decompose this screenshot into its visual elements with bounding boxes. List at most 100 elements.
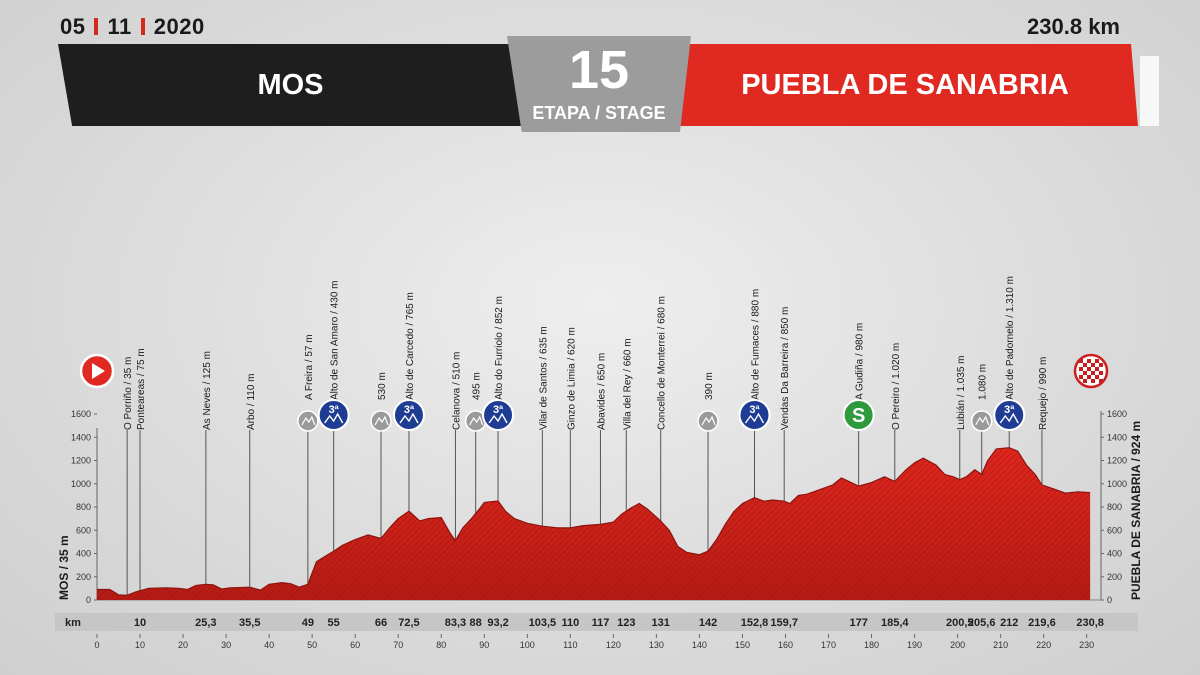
waypoint-km-label: 25,3 [195, 617, 216, 629]
mountain-icon [701, 415, 716, 426]
banner-edge [1140, 56, 1159, 126]
waypoint-label: A Freira / 57 m [304, 334, 315, 400]
waypoint-label: 495 m [472, 372, 483, 400]
y-tick-label-right: 0 [1107, 595, 1112, 605]
x-tick-label: 70 [393, 640, 403, 650]
stage-label: ETAPA / STAGE [532, 103, 666, 123]
waypoint-label: Alto de Padornelo / 1.310 m [1005, 276, 1016, 400]
ascent-icon [970, 410, 993, 432]
ascent-icon [370, 410, 392, 432]
waypoint-km-label: 117 [592, 617, 610, 629]
checker-square [1099, 379, 1103, 383]
waypoint-label: Alto de Fumaces / 880 m [751, 289, 762, 400]
x-tick-label: 190 [907, 640, 922, 650]
y-tick-label-left: 1000 [71, 479, 91, 489]
date-separator [94, 18, 99, 35]
climb-icon-circle [392, 399, 425, 431]
climb-category-label: 3ª [493, 404, 504, 416]
waypoint-label: Arbo / 110 m [246, 373, 257, 430]
profile-outline [96, 447, 1091, 597]
climb-category-label: 3ª [329, 404, 340, 416]
x-tick-label: 0 [94, 640, 99, 650]
waypoint-label: Vilar de Santos / 635 m [538, 326, 549, 430]
checker-square [1087, 375, 1091, 379]
profile-texture [97, 447, 1091, 600]
checker-square [1083, 379, 1087, 383]
climb-icon-circle [993, 399, 1026, 431]
waypoint-km-label: 159,7 [770, 617, 798, 629]
climb-cat3-icon: 3ª [993, 399, 1026, 431]
waypoint-km-label: 103,5 [529, 617, 557, 629]
y-tick-label-left: 600 [76, 525, 91, 535]
waypoint-km-label: 142 [699, 617, 717, 629]
mountain-icon [399, 412, 419, 424]
waypoint-km-label: 205,6 [968, 617, 996, 629]
x-tick-label: 30 [221, 640, 231, 650]
y-tick-label-right: 1400 [1107, 432, 1127, 442]
checker-square [1079, 359, 1083, 363]
climb-cat3-icon: 3ª [738, 399, 771, 431]
finish-banner [672, 44, 1138, 126]
finish-flag-icon [1073, 353, 1109, 389]
checker-square [1083, 371, 1087, 375]
checker-square [1091, 379, 1095, 383]
climb-cat3-icon: 3ª [392, 399, 425, 431]
x-tick-label: 140 [692, 640, 707, 650]
waypoint-label: 390 m [704, 372, 715, 400]
x-tick-label: 20 [178, 640, 188, 650]
date-day: 05 [60, 14, 86, 39]
checker-square [1091, 371, 1095, 375]
start-play-icon [79, 353, 115, 389]
stage-distance: 230.8 km [1027, 14, 1120, 39]
y-tick-label-right: 200 [1107, 572, 1122, 582]
mountain-icon [324, 412, 344, 424]
start-banner [58, 44, 528, 126]
play-triangle [92, 363, 105, 379]
mountain-icon [374, 415, 389, 426]
x-tick-label: 180 [864, 640, 879, 650]
ascent-icon [697, 410, 719, 432]
waypoint-km-label: 219,6 [1028, 617, 1056, 629]
mountain-icon [301, 415, 316, 426]
waypoint-km-label: 110 [561, 617, 579, 629]
x-tick-label: 150 [735, 640, 750, 650]
waypoint-km-label: 177 [849, 617, 867, 629]
waypoint-label: A Gudiña / 980 m [855, 323, 866, 400]
climb-icon-circle [317, 399, 350, 431]
checker-square [1091, 363, 1095, 367]
mountain-icon [744, 412, 765, 424]
x-tick-label: 80 [436, 640, 446, 650]
y-tick-label-right: 400 [1107, 549, 1122, 559]
y-tick-label-right: 1600 [1107, 409, 1127, 419]
sprint-icon-circle [842, 399, 875, 431]
start-elevation-label: MOS / 35 m [57, 535, 71, 600]
waypoint-km-label: 49 [302, 617, 314, 629]
waypoint-km-label: 123 [617, 617, 635, 629]
checker-square [1095, 375, 1099, 379]
date-separator [140, 18, 145, 35]
mountain-icon [975, 415, 990, 426]
x-tick-label: 110 [563, 640, 577, 650]
x-tick-label: 40 [264, 640, 274, 650]
climb-icon-circle [482, 399, 515, 431]
x-tick-label: 220 [1036, 640, 1051, 650]
finish-town: PUEBLA DE SANABRIA [741, 69, 1069, 101]
checker-square [1095, 367, 1099, 371]
climb-icon-circle [738, 399, 771, 431]
climb-category-label: 3ª [404, 404, 415, 416]
waypoint-label: Villa del Rey / 660 m [622, 338, 633, 430]
waypoint-label: 530 m [377, 372, 388, 400]
y-tick-label-left: 1200 [71, 456, 91, 466]
x-tick-label: 100 [520, 640, 535, 650]
stage-number: 15 [568, 40, 630, 100]
mountain-icon [999, 412, 1019, 424]
waypoint-km-label: 152,8 [741, 617, 769, 629]
climb-category-label: 3ª [1004, 404, 1015, 416]
waypoint-km-label: 35,5 [239, 617, 260, 629]
waypoint-label: Ginzo de Limia / 620 m [566, 327, 577, 430]
y-tick-label-left: 1400 [71, 432, 91, 442]
waypoint-label: Abavides / 650 m [596, 353, 607, 430]
waypoint-label: O Porriño / 35 m [123, 357, 134, 430]
checker-square [1087, 367, 1091, 371]
